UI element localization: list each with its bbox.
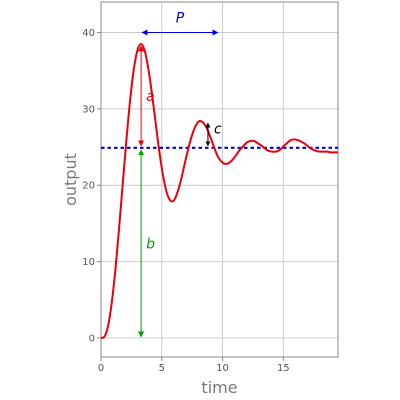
y-tick-label: 30 [82,104,95,115]
annotation-b-label: b [146,236,155,252]
x-axis-title: time [201,378,237,397]
annotations: a b c P [138,11,222,338]
y-tick-label: 40 [82,28,95,39]
annotation-p-label: P [176,11,185,27]
y-tick-label: 20 [82,181,95,192]
y-tick-label: 0 [89,333,95,344]
annotation-a-label: a [146,89,155,105]
x-tick-label: 15 [277,363,290,374]
y-tick-label: 10 [82,257,95,268]
y-axis-title: output [61,153,80,206]
response-curve [100,42,338,339]
plot-frame [100,1,339,358]
x-tick-label: 0 [98,363,104,374]
annotation-c-label: c [214,121,222,137]
x-tick-label: 5 [159,363,165,374]
x-tick-label: 10 [216,363,229,374]
axis-ticks: 0 5 10 15 0 10 20 30 40 [82,28,289,374]
